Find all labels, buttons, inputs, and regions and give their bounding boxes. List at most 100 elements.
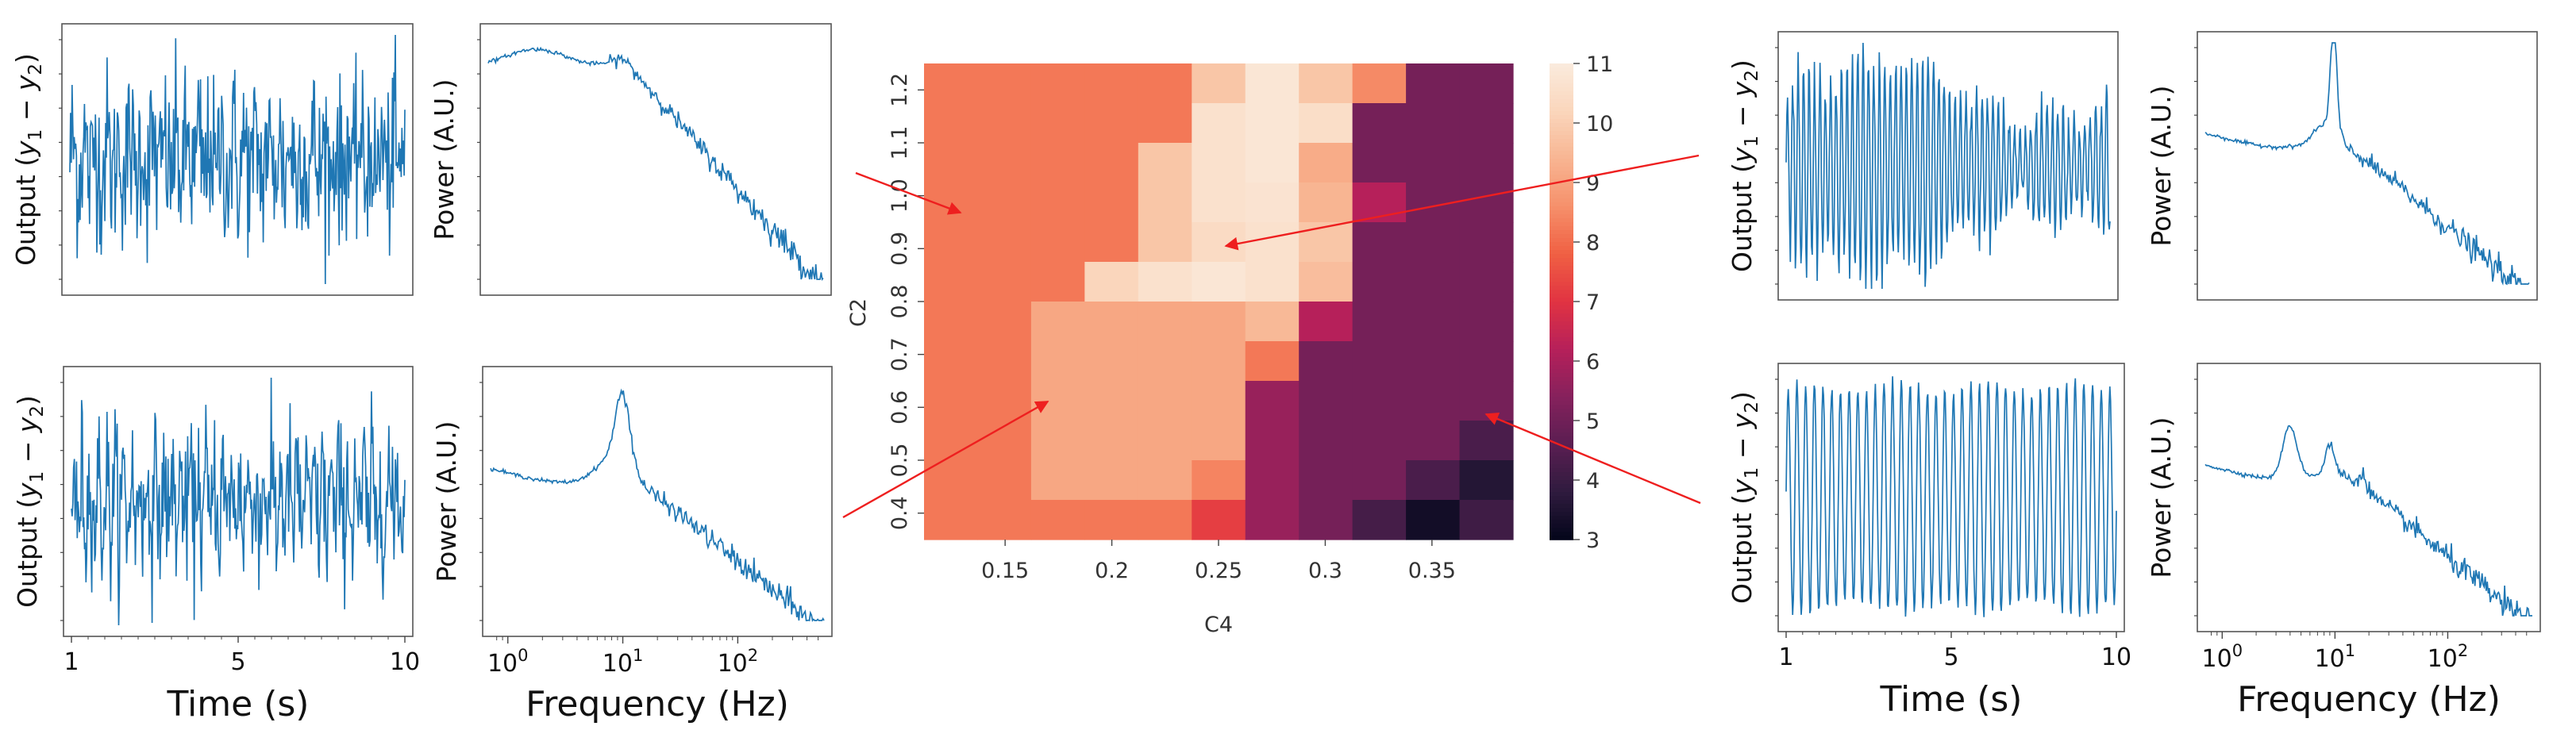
- heatmap-cell: [924, 262, 979, 302]
- heatmap-cell: [1299, 500, 1353, 540]
- tick-base: 10: [2315, 645, 2345, 673]
- heatmap-cell: [1084, 262, 1139, 302]
- heatmap-cell: [1299, 262, 1353, 302]
- colorbar-swatch: [1550, 186, 1573, 191]
- heatmap-cell: [1030, 182, 1085, 223]
- y-label-part: Output (: [1727, 163, 1758, 272]
- y-axis-label: Output (y1 − y2): [10, 53, 46, 266]
- colorbar-swatch: [1550, 536, 1573, 540]
- series-line: [490, 388, 825, 622]
- colorbar-swatch: [1550, 250, 1573, 255]
- colorbar-swatch: [1550, 385, 1573, 390]
- plot-frame: [479, 23, 832, 296]
- pointer-arrow: [842, 400, 1049, 519]
- heatmap-cell: [1245, 262, 1300, 302]
- heatmap-cell: [1138, 63, 1192, 104]
- colorbar-swatch: [1550, 500, 1573, 505]
- heatmap-cell: [1030, 222, 1085, 263]
- heatmap-cell: [977, 341, 1032, 382]
- colorbar-swatch: [1550, 333, 1573, 338]
- heatmap-cell: [1406, 302, 1461, 342]
- colorbar-swatch: [1550, 226, 1573, 231]
- heatmap-cell: [1459, 421, 1514, 461]
- colorbar-swatch: [1550, 428, 1573, 433]
- tick-exponent: 1: [633, 646, 643, 665]
- y-label-part: Output (: [10, 156, 41, 266]
- colorbar-swatch: [1550, 520, 1573, 524]
- colorbar-swatch: [1550, 159, 1573, 163]
- heatmap-cell: [977, 381, 1032, 421]
- x-tick-label: 100: [487, 646, 529, 678]
- y-label-part: y: [1727, 413, 1758, 429]
- colorbar-swatch: [1550, 79, 1573, 84]
- colorbar-swatch: [1550, 496, 1573, 501]
- heatmap-cell: [977, 500, 1032, 540]
- heatmap-cell: [1138, 143, 1192, 183]
- y-label-part: y: [12, 417, 43, 433]
- timeseries-panel: Output (y1 − y2): [10, 23, 414, 296]
- x-tick-label: 10: [2101, 644, 2131, 671]
- colorbar-swatch: [1550, 393, 1573, 398]
- y-label-part: ): [1727, 391, 1758, 402]
- series-line: [2204, 425, 2532, 617]
- heatmap-cell: [1192, 262, 1246, 302]
- colorbar-swatch: [1550, 95, 1573, 100]
- colorbar-swatch: [1550, 210, 1573, 215]
- colorbar-swatch: [1550, 460, 1573, 465]
- colorbar-swatch: [1550, 504, 1573, 509]
- colorbar-swatch: [1550, 218, 1573, 223]
- colorbar-swatch: [1550, 246, 1573, 251]
- colorbar-swatch: [1550, 464, 1573, 469]
- x-tick-label: 0.35: [1408, 559, 1456, 583]
- y-tick-label: 0.4: [888, 496, 912, 530]
- colorbar-swatch: [1550, 298, 1573, 302]
- y-axis-label: Power (A.U.): [2146, 85, 2177, 246]
- colorbar-swatch: [1550, 222, 1573, 227]
- heatmap-cell: [1459, 63, 1514, 104]
- heatmap-cell: [1192, 143, 1246, 183]
- heatmap-cell: [1084, 500, 1139, 540]
- x-axis-label: C4: [1204, 613, 1233, 637]
- tick-exponent: 2: [2458, 641, 2468, 660]
- heatmap-cell: [1299, 63, 1353, 104]
- heatmap-cell: [1030, 143, 1085, 183]
- y-label-part: y: [10, 75, 41, 91]
- heatmap-cell: [1192, 182, 1246, 223]
- heatmap-cell: [1245, 302, 1300, 342]
- colorbar-swatch: [1550, 353, 1573, 358]
- heatmap-cell: [977, 103, 1032, 144]
- colorbar-swatch: [1550, 87, 1573, 92]
- colorbar-swatch: [1550, 163, 1573, 167]
- y-tick-label: 1.2: [888, 73, 912, 107]
- colorbar-swatch: [1550, 508, 1573, 513]
- heatmap-cell: [1459, 302, 1514, 342]
- x-tick-label: 0.15: [981, 559, 1029, 583]
- x-tick-label: 5: [1943, 644, 1958, 671]
- colorbar-swatch: [1550, 258, 1573, 263]
- colorbar-swatch: [1550, 488, 1573, 493]
- colorbar-swatch: [1550, 341, 1573, 346]
- colorbar-swatch: [1550, 365, 1573, 370]
- y-label-part: y: [12, 482, 43, 499]
- colorbar-swatch: [1550, 409, 1573, 413]
- tick-exponent: 0: [2232, 641, 2243, 660]
- colorbar-swatch: [1550, 321, 1573, 326]
- heatmap-cells: [924, 63, 1514, 540]
- heatmap-cell: [1138, 421, 1192, 461]
- colorbar-swatch: [1550, 405, 1573, 409]
- heatmap-cell: [1406, 143, 1461, 183]
- colorbar-swatch: [1550, 282, 1573, 286]
- colorbar-swatch: [1550, 290, 1573, 294]
- heatmap-cell: [1406, 103, 1461, 144]
- pointer-arrow: [855, 171, 962, 215]
- colorbar-swatch: [1550, 175, 1573, 179]
- heatmap-cell: [1459, 341, 1514, 382]
- heatmap-cell: [1030, 262, 1085, 302]
- heatmap-cell: [1084, 182, 1139, 223]
- x-tick-label: 0.3: [1308, 559, 1342, 583]
- heatmap-cell: [1299, 421, 1353, 461]
- colorbar-swatch: [1550, 452, 1573, 457]
- heatmap-cell: [1030, 381, 1085, 421]
- colorbar-swatch: [1550, 202, 1573, 207]
